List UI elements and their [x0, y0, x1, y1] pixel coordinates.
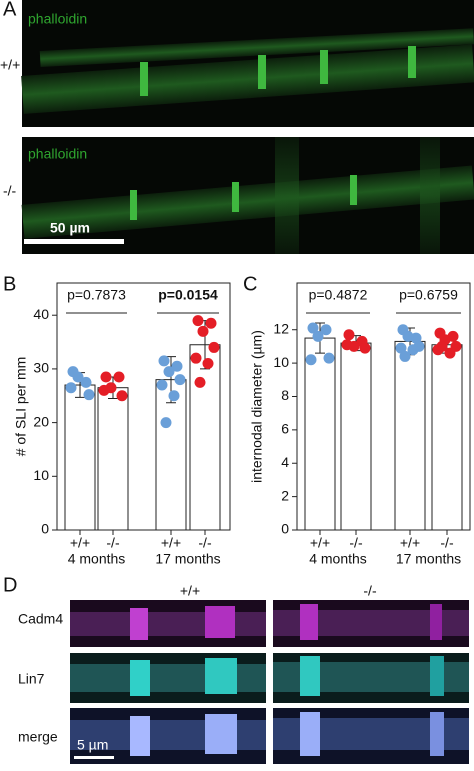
- stain-label: phalloidin: [28, 146, 87, 162]
- group-label: 4 months: [68, 551, 126, 567]
- y-tick-label: 6: [281, 421, 289, 437]
- data-point: [444, 347, 456, 359]
- y-tick-label: 0: [281, 521, 289, 537]
- x-tick-label: +/+: [310, 535, 330, 551]
- data-point: [194, 376, 206, 388]
- data-point: [83, 389, 95, 401]
- data-point: [343, 329, 355, 341]
- panel-label: B: [3, 273, 16, 295]
- plot-frame: [296, 282, 471, 531]
- data-point: [100, 371, 112, 383]
- data-point: [197, 325, 209, 337]
- data-point: [158, 355, 170, 367]
- plot-frame: [56, 282, 231, 531]
- x-tick-label: +/+: [400, 535, 420, 551]
- panel-label: C: [243, 273, 257, 295]
- x-tick-label: -/-: [440, 535, 454, 551]
- scale-bar-label: 50 µm: [50, 220, 90, 236]
- genotype-label: -/-: [3, 183, 17, 199]
- data-point: [80, 376, 92, 388]
- group-label: 17 months: [155, 551, 220, 567]
- data-point: [407, 344, 419, 356]
- group-label: 4 months: [309, 551, 367, 567]
- bar: [340, 342, 372, 531]
- y-tick-label: 30: [33, 360, 49, 376]
- data-point: [341, 339, 353, 351]
- row-label: Cadm4: [18, 611, 63, 627]
- data-point: [359, 342, 371, 354]
- y-tick-label: 10: [273, 354, 289, 370]
- panel-label: A: [3, 0, 17, 20]
- column-label: +/+: [180, 583, 200, 599]
- data-point: [202, 358, 214, 370]
- x-tick-label: +/+: [70, 535, 90, 551]
- data-point: [113, 371, 125, 383]
- p-value: p=0.7873: [67, 287, 126, 303]
- data-point: [320, 324, 332, 336]
- row-label: Lin7: [18, 671, 45, 687]
- y-tick-label: 8: [281, 387, 289, 403]
- stain-label: phalloidin: [28, 11, 87, 27]
- y-axis-label: internodal diameter (µm): [249, 330, 265, 483]
- genotype-label: +/+: [0, 57, 20, 73]
- data-point: [160, 417, 172, 429]
- micrograph: [70, 600, 469, 764]
- p-value: p=0.4872: [309, 287, 368, 303]
- x-tick-label: -/-: [198, 535, 212, 551]
- bar: [155, 379, 187, 531]
- y-tick-label: 10: [33, 467, 49, 483]
- data-point: [190, 352, 202, 364]
- panel-label: D: [3, 574, 17, 596]
- data-point: [156, 379, 168, 391]
- y-tick-label: 2: [281, 487, 289, 503]
- row-label: merge: [18, 729, 58, 745]
- data-point: [307, 322, 319, 334]
- column-label: -/-: [363, 583, 377, 599]
- group-label: 17 months: [396, 551, 461, 567]
- y-tick-label: 20: [33, 413, 49, 429]
- data-point: [192, 315, 204, 327]
- data-point: [116, 390, 128, 402]
- p-value: p=0.6759: [399, 287, 458, 303]
- data-point: [305, 354, 317, 366]
- bar: [97, 387, 129, 531]
- data-point: [323, 352, 335, 364]
- data-point: [163, 366, 175, 378]
- data-point: [174, 374, 186, 386]
- data-point: [168, 390, 180, 402]
- bar: [189, 344, 221, 531]
- bar: [64, 384, 96, 531]
- data-point: [436, 340, 448, 352]
- bar: [304, 337, 336, 531]
- x-tick-label: +/+: [161, 535, 181, 551]
- data-point: [402, 330, 414, 342]
- bar: [394, 340, 426, 531]
- micrograph: [21, 0, 474, 254]
- data-point: [72, 371, 84, 383]
- p-value: p=0.0154: [158, 287, 218, 303]
- data-point: [208, 341, 220, 353]
- data-point: [205, 317, 217, 329]
- data-point: [171, 360, 183, 372]
- scale-bar-label: 5 µm: [77, 737, 108, 753]
- y-tick-label: 4: [281, 454, 289, 470]
- data-point: [312, 330, 324, 342]
- data-point: [65, 382, 77, 394]
- y-tick-label: 40: [33, 306, 49, 322]
- y-tick-label: 0: [41, 521, 49, 537]
- data-point: [395, 342, 407, 354]
- bar: [431, 344, 463, 531]
- x-tick-label: -/-: [106, 535, 120, 551]
- y-tick-label: 12: [273, 320, 289, 336]
- data-point: [98, 384, 110, 396]
- data-point: [399, 350, 411, 362]
- y-axis-label: # of SLI per mm: [13, 357, 29, 457]
- x-tick-label: -/-: [349, 535, 363, 551]
